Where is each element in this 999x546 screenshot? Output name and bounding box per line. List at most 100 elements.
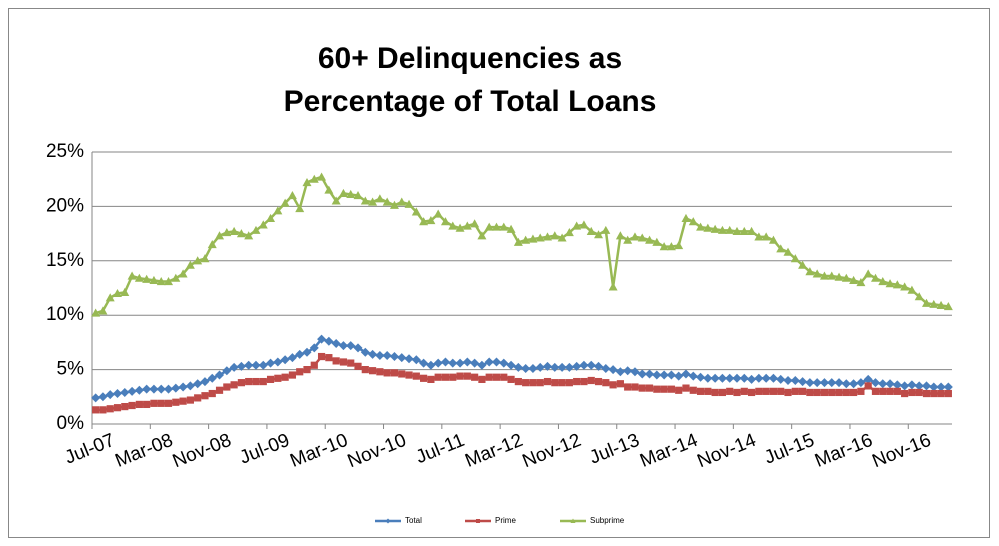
- point: [878, 379, 888, 389]
- point: [784, 388, 792, 397]
- point: [142, 274, 152, 283]
- point: [739, 373, 749, 383]
- point: [385, 518, 391, 524]
- point: [943, 301, 953, 311]
- point: [674, 241, 684, 250]
- point: [513, 362, 523, 372]
- point: [551, 379, 559, 387]
- point: [921, 381, 931, 391]
- point: [681, 213, 691, 222]
- point: [937, 389, 945, 398]
- point: [426, 216, 436, 225]
- point: [863, 269, 873, 278]
- point: [477, 231, 487, 240]
- point: [543, 377, 552, 386]
- point: [601, 225, 611, 234]
- point: [615, 231, 625, 240]
- point: [207, 373, 217, 383]
- point: [440, 217, 450, 226]
- point: [594, 377, 603, 386]
- point: [251, 225, 261, 234]
- point: [558, 379, 566, 387]
- point: [134, 273, 144, 282]
- point: [390, 369, 399, 377]
- point: [725, 225, 735, 234]
- point: [878, 276, 888, 286]
- point: [236, 229, 246, 238]
- point: [491, 357, 501, 367]
- point: [383, 369, 391, 377]
- point: [331, 338, 341, 348]
- point: [375, 350, 385, 360]
- point: [522, 379, 530, 387]
- y-tick-label: 20%: [46, 195, 84, 216]
- chart-title: 60+ Delinquencies as: [318, 42, 622, 75]
- point: [448, 358, 458, 368]
- point: [266, 358, 276, 368]
- point: [266, 213, 276, 222]
- point: [929, 299, 939, 308]
- point: [892, 380, 902, 390]
- point: [521, 364, 531, 374]
- point: [819, 378, 829, 388]
- point: [513, 237, 523, 246]
- point: [134, 385, 144, 395]
- point: [317, 334, 327, 344]
- point: [149, 275, 159, 284]
- point: [696, 222, 706, 231]
- point: [346, 341, 356, 351]
- point: [535, 233, 545, 242]
- point: [717, 373, 727, 383]
- point: [325, 354, 333, 362]
- y-tick-label: 0%: [57, 413, 85, 434]
- point: [485, 373, 493, 381]
- point: [99, 406, 107, 414]
- point: [688, 371, 698, 381]
- point: [908, 388, 916, 397]
- point: [856, 378, 866, 388]
- point: [120, 387, 130, 397]
- point: [885, 379, 895, 389]
- point: [609, 381, 617, 389]
- point: [302, 347, 312, 357]
- point: [127, 271, 137, 280]
- point: [587, 376, 595, 385]
- point: [565, 379, 573, 387]
- point: [347, 359, 355, 367]
- point: [368, 349, 378, 359]
- point: [667, 385, 676, 393]
- point: [193, 379, 203, 389]
- point: [164, 276, 174, 286]
- point: [893, 387, 901, 395]
- point: [572, 221, 582, 230]
- point: [156, 384, 166, 394]
- point: [813, 388, 821, 397]
- point: [828, 388, 836, 397]
- point: [179, 397, 187, 405]
- point: [156, 276, 166, 286]
- point: [280, 355, 290, 365]
- point: [164, 384, 174, 394]
- point: [624, 383, 632, 391]
- point: [856, 278, 866, 287]
- point: [564, 362, 574, 372]
- point: [653, 385, 661, 393]
- point: [579, 360, 589, 370]
- point: [907, 380, 917, 390]
- point: [338, 341, 348, 351]
- point: [105, 390, 115, 400]
- point: [142, 384, 152, 394]
- point: [841, 379, 851, 389]
- point: [550, 231, 560, 240]
- point: [739, 226, 749, 236]
- legend-label: Subprime: [590, 516, 625, 525]
- point: [258, 220, 268, 229]
- point: [747, 388, 756, 397]
- point: [696, 387, 705, 395]
- point: [652, 237, 662, 246]
- point: [645, 369, 655, 379]
- point: [164, 399, 173, 407]
- point: [92, 406, 100, 414]
- point: [776, 244, 786, 253]
